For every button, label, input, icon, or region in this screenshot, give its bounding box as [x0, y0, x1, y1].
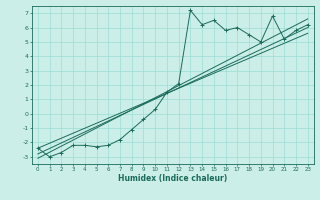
X-axis label: Humidex (Indice chaleur): Humidex (Indice chaleur)	[118, 174, 228, 183]
